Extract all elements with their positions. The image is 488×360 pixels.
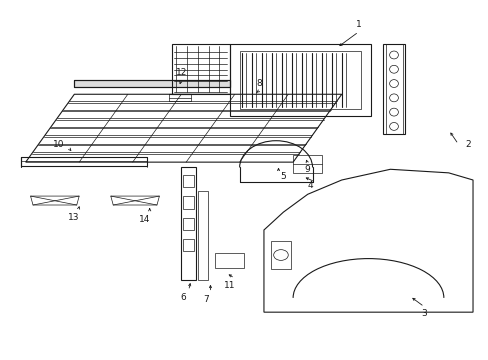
Text: 7: 7 [203,295,208,304]
Text: 11: 11 [224,281,235,290]
Text: 10: 10 [53,140,64,149]
Text: 2: 2 [465,140,470,149]
Text: 6: 6 [181,293,186,302]
Text: 3: 3 [421,310,427,319]
Text: 5: 5 [280,172,285,181]
Text: 9: 9 [304,165,310,174]
Text: 8: 8 [256,79,262,88]
Text: 4: 4 [306,181,312,190]
Text: 13: 13 [67,213,79,222]
Text: 14: 14 [139,215,150,224]
Text: 1: 1 [355,20,361,29]
Text: 12: 12 [175,68,186,77]
Polygon shape [74,80,229,87]
